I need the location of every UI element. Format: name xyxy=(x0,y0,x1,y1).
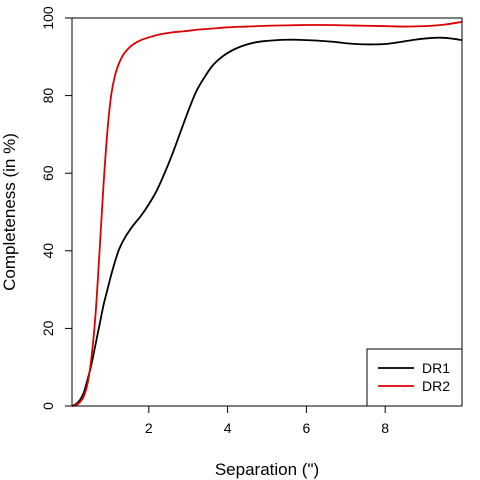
y-axis-label: Completeness (in %) xyxy=(0,133,19,291)
y-tick-label: 20 xyxy=(40,320,56,336)
y-tick-label: 60 xyxy=(40,165,56,181)
y-tick-label: 80 xyxy=(40,88,56,104)
x-tick-label: 4 xyxy=(224,420,232,436)
series-line-dr2 xyxy=(71,20,463,407)
series-line-dr1 xyxy=(71,36,463,407)
series-layer xyxy=(71,20,463,407)
y-tick-label: 0 xyxy=(40,402,56,410)
y-tick-label: 100 xyxy=(40,6,56,30)
x-tick-label: 6 xyxy=(302,420,310,436)
legend-label-dr1: DR1 xyxy=(422,360,450,376)
x-axis-label: Separation (") xyxy=(215,460,319,479)
plot-frame xyxy=(71,17,463,407)
legend-box xyxy=(366,348,463,407)
y-axis: 0 20 40 60 80 100 xyxy=(40,6,72,410)
legend-label-dr2: DR2 xyxy=(422,378,450,394)
x-tick-label: 8 xyxy=(381,420,389,436)
x-axis: 2 4 6 8 xyxy=(145,406,389,436)
y-tick-label: 40 xyxy=(40,243,56,259)
x-tick-label: 2 xyxy=(145,420,153,436)
